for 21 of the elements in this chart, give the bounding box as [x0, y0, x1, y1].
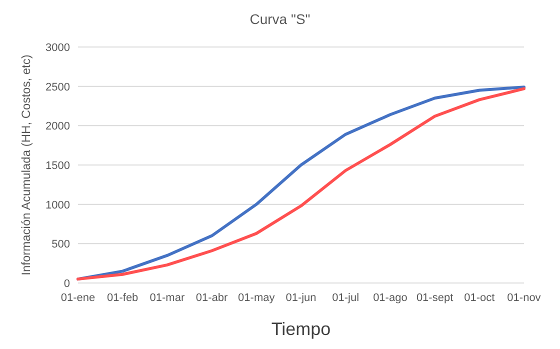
x-tick-label: 01-ago — [373, 292, 408, 304]
x-tick-label: 01-oct — [464, 292, 495, 304]
x-axis-title: Tiempo — [271, 319, 331, 339]
y-tick-label: 500 — [52, 238, 70, 251]
x-tick-label: 01-sept — [416, 292, 454, 304]
x-tick-label: 01-may — [238, 292, 276, 304]
x-tick-label: 01-jul — [332, 292, 360, 304]
x-tick-label: 01-abr — [196, 292, 228, 304]
y-tick-label: 1500 — [46, 160, 70, 172]
x-tick-label: 01-mar — [150, 292, 185, 304]
x-tick-label: 01-jun — [286, 292, 316, 304]
y-tick-label: 3000 — [46, 42, 70, 54]
y-tick-label: 0 — [64, 278, 70, 290]
x-tick-label: 01-ene — [60, 292, 96, 304]
chart-title: Curva "S" — [250, 11, 310, 27]
y-tick-label: 2000 — [46, 120, 70, 133]
x-tick-label: 01-feb — [107, 292, 138, 304]
y-axis-title: Información Acumulada (HH, Costos, etc) — [19, 54, 33, 276]
y-tick-label: 2500 — [46, 81, 70, 94]
x-tick-label: 01-nov — [507, 292, 542, 304]
y-tick-label: 1000 — [46, 199, 70, 212]
